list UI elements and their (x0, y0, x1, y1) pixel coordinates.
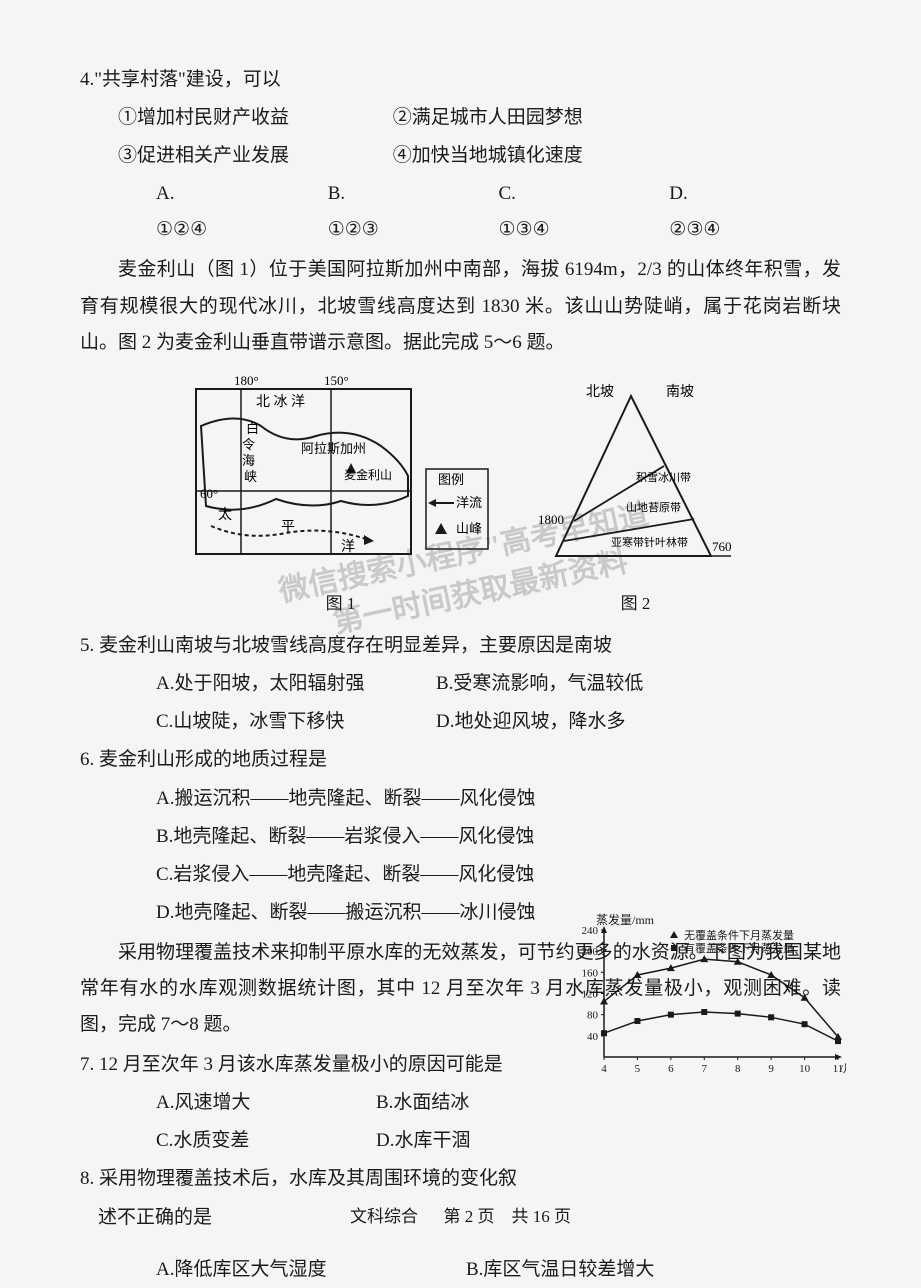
svg-text:平: 平 (281, 520, 295, 535)
legend-peak: 山峰 (456, 521, 482, 536)
q7-optA: A.风速增大 (156, 1085, 376, 1121)
svg-text:令: 令 (242, 437, 255, 452)
q4-optC: C. ①③④ (499, 176, 565, 248)
q5-optD: D.地处迎风坡，降水多 (436, 704, 656, 740)
footer-subject: 文科综合 (350, 1207, 418, 1226)
mountain-diagram: 北坡 南坡 1800 760 积雪冰川带 山地苔原带 亚寒带针叶林带 (536, 381, 736, 571)
svg-text:240: 240 (582, 925, 599, 937)
map-svg: 180° 150° 北 冰 洋 白 令 海 峡 阿拉斯加州 麦金利山 60° 太… (186, 371, 496, 571)
svg-text:120: 120 (582, 989, 599, 1001)
legend-title: 图例 (438, 472, 464, 487)
figure-2: 北坡 南坡 1800 760 积雪冰川带 山地苔原带 亚寒带针叶林带 图 2 (536, 381, 736, 620)
fig2-caption: 图 2 (536, 588, 736, 620)
svg-text:无覆盖条件下月蒸发量: 无覆盖条件下月蒸发量 (684, 928, 794, 942)
north-slope-label: 北坡 (586, 384, 614, 400)
figure-1: 180° 150° 北 冰 洋 白 令 海 峡 阿拉斯加州 麦金利山 60° 太… (186, 371, 496, 620)
svg-text:5: 5 (635, 1063, 641, 1075)
q6-optC: C.岩浆侵入——地壳隆起、断裂——风化侵蚀 (80, 857, 841, 893)
svg-text:10: 10 (799, 1063, 811, 1075)
page-footer: 文科综合 第 2 页 共 16 页 (0, 1202, 921, 1227)
q4-optD: D. ②③④ (669, 176, 736, 248)
legend-current: 洋流 (456, 495, 482, 510)
svg-text:4: 4 (601, 1063, 607, 1075)
q7-stem: 7. 12 月至次年 3 月该水库蒸发量极小的原因可能是 (80, 1047, 620, 1083)
q7-optD: D.水库干涸 (376, 1123, 596, 1159)
q5-stem: 5. 麦金利山南坡与北坡雪线高度存在明显差异，主要原因是南坡 (80, 628, 841, 664)
lat60-label: 60° (200, 486, 218, 501)
svg-text:160: 160 (582, 967, 599, 979)
q4-subs-row2: ③促进相关产业发展 ④加快当地城镇化速度 (80, 138, 841, 174)
svg-text:9: 9 (768, 1063, 774, 1075)
q4-sub4: ④加快当地城镇化速度 (393, 145, 583, 166)
svg-text:海: 海 (242, 453, 255, 468)
q7-opts-row1: A.风速增大 B.水面结冰 (80, 1085, 620, 1121)
arctic-label: 北 冰 洋 (256, 394, 305, 410)
mountain-label: 麦金利山 (344, 467, 392, 482)
zone1-label: 积雪冰川带 (636, 471, 691, 484)
south-slope-label: 南坡 (666, 384, 694, 400)
svg-text:蒸发量/mm: 蒸发量/mm (596, 912, 655, 927)
q8-stem: 8. 采用物理覆盖技术后，水库及其周围环境的变化叙 (80, 1161, 620, 1197)
svg-text:峡: 峡 (244, 469, 257, 484)
svg-text:6: 6 (668, 1063, 674, 1075)
pacific-label: 太 (218, 507, 232, 523)
footer-page: 第 2 页 (444, 1207, 495, 1226)
q7-optC: C.水质变差 (156, 1123, 376, 1159)
q8-opts-row1: A.降低库区大气湿度 B.库区气温日较差增大 (80, 1252, 841, 1288)
evaporation-chart: 蒸发量/mm40801201602002404567891011/月无覆盖条件下… (566, 912, 846, 1082)
svg-text:8: 8 (735, 1063, 741, 1075)
svg-text:/月: /月 (840, 1063, 846, 1075)
svg-text:7: 7 (702, 1063, 708, 1075)
base-label: 760 (712, 539, 732, 554)
passage-1: 麦金利山（图 1）位于美国阿拉斯加州中南部，海拔 6194m，2/3 的山体终年… (80, 252, 841, 360)
q4-stem: 4."共享村落"建设，可以 (80, 62, 841, 98)
q6-optA: A.搬运沉积——地壳隆起、断裂——风化侵蚀 (80, 781, 841, 817)
figures-row: 180° 150° 北 冰 洋 白 令 海 峡 阿拉斯加州 麦金利山 60° 太… (80, 371, 841, 620)
q8-optA: A.降低库区大气湿度 (156, 1252, 466, 1288)
svg-text:有覆盖条件下月蒸发量: 有覆盖条件下月蒸发量 (684, 941, 794, 955)
q6-stem: 6. 麦金利山形成的地质过程是 (80, 742, 841, 778)
q6-optB: B.地壳隆起、断裂——岩浆侵入——风化侵蚀 (80, 819, 841, 855)
snowline-label: 1800 (538, 512, 564, 527)
svg-text:80: 80 (587, 1010, 599, 1022)
q5-optB: B.受寒流影响，气温较低 (436, 666, 656, 702)
q4-subs-row1: ①增加村民财产收益 ②满足城市人田园梦想 (80, 100, 841, 136)
q4-options: A. ①②④ B. ①②③ C. ①③④ D. ②③④ (80, 176, 841, 248)
bailing-label: 白 (246, 421, 259, 436)
svg-text:洋: 洋 (341, 539, 355, 555)
q5-opts-row1: A.处于阳坡，太阳辐射强 B.受寒流影响，气温较低 (80, 666, 841, 702)
q7-optB: B.水面结冰 (376, 1085, 596, 1121)
lon180-label: 180° (234, 373, 259, 388)
q4-sub1: ①增加村民财产收益 (118, 100, 388, 136)
q4-sub3: ③促进相关产业发展 (118, 138, 388, 174)
zone3-label: 亚寒带针叶林带 (611, 535, 688, 549)
svg-text:200: 200 (582, 946, 599, 958)
q8-optB: B.库区气温日较差增大 (466, 1252, 686, 1288)
fig1-caption: 图 1 (186, 588, 496, 620)
q4-optB: B. ①②③ (328, 176, 394, 248)
svg-text:40: 40 (587, 1031, 599, 1043)
q5-opts-row2: C.山坡陡，冰雪下移快 D.地处迎风坡，降水多 (80, 704, 841, 740)
q4-sub2: ②满足城市人田园梦想 (393, 107, 583, 128)
q5-optA: A.处于阳坡，太阳辐射强 (156, 666, 436, 702)
footer-total: 共 16 页 (512, 1207, 572, 1226)
zone2-label: 山地苔原带 (626, 500, 681, 514)
lon150-label: 150° (324, 373, 349, 388)
alaska-label: 阿拉斯加州 (301, 441, 366, 456)
q4-optA: A. ①②④ (156, 176, 223, 248)
q5-optC: C.山坡陡，冰雪下移快 (156, 704, 436, 740)
q7-opts-row2: C.水质变差 D.水库干涸 (80, 1123, 620, 1159)
